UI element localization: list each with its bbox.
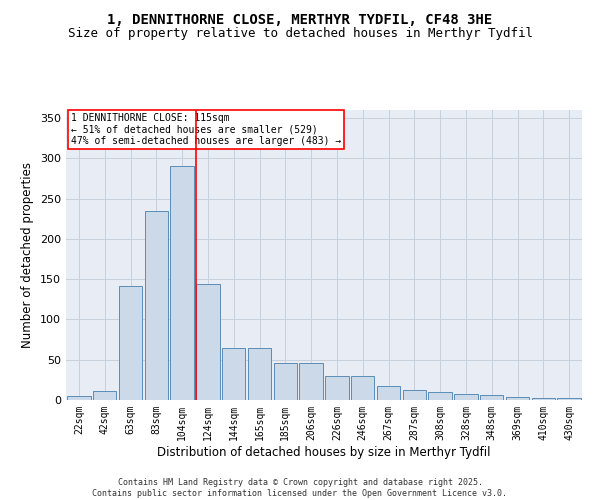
Bar [67,396,91,400]
Bar [506,397,529,400]
Bar [222,348,245,400]
Bar [274,363,297,400]
Text: Contains HM Land Registry data © Crown copyright and database right 2025.
Contai: Contains HM Land Registry data © Crown c… [92,478,508,498]
Bar [299,363,323,400]
Bar [428,392,452,400]
Bar [454,394,478,400]
Bar [196,284,220,400]
Bar [248,348,271,400]
Bar [532,398,555,400]
X-axis label: Distribution of detached houses by size in Merthyr Tydfil: Distribution of detached houses by size … [157,446,491,458]
Bar [93,391,116,400]
Bar [351,376,374,400]
Bar [145,210,168,400]
Text: 1 DENNITHORNE CLOSE: 115sqm
← 51% of detached houses are smaller (529)
47% of se: 1 DENNITHORNE CLOSE: 115sqm ← 51% of det… [71,113,341,146]
Bar [119,286,142,400]
Y-axis label: Number of detached properties: Number of detached properties [22,162,34,348]
Bar [170,166,194,400]
Text: 1, DENNITHORNE CLOSE, MERTHYR TYDFIL, CF48 3HE: 1, DENNITHORNE CLOSE, MERTHYR TYDFIL, CF… [107,12,493,26]
Bar [480,395,503,400]
Bar [377,386,400,400]
Bar [557,398,581,400]
Bar [325,376,349,400]
Text: Size of property relative to detached houses in Merthyr Tydfil: Size of property relative to detached ho… [67,28,533,40]
Bar [403,390,426,400]
